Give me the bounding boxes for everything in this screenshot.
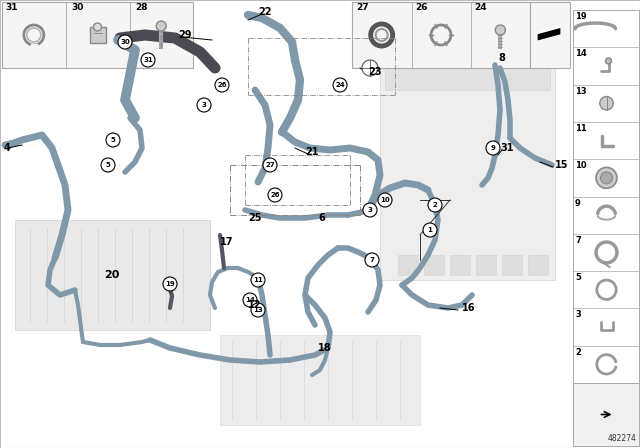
Bar — [398, 255, 418, 275]
Text: 30: 30 — [120, 39, 130, 45]
Text: 3: 3 — [202, 102, 207, 108]
Bar — [476, 255, 496, 275]
Text: 31: 31 — [5, 3, 17, 12]
Text: 5: 5 — [106, 162, 110, 168]
Bar — [528, 255, 548, 275]
Circle shape — [268, 188, 282, 202]
Text: 18: 18 — [318, 343, 332, 353]
Text: 26: 26 — [270, 192, 280, 198]
Text: 27: 27 — [356, 3, 369, 12]
Bar — [530, 2, 570, 68]
Bar — [573, 10, 639, 383]
Text: 14: 14 — [245, 297, 255, 303]
Circle shape — [428, 198, 442, 212]
Text: 10: 10 — [575, 161, 587, 170]
Text: 19: 19 — [165, 281, 175, 287]
Text: 16: 16 — [462, 303, 476, 313]
Text: 15: 15 — [555, 160, 568, 170]
Text: 7: 7 — [369, 257, 374, 263]
Circle shape — [118, 35, 132, 49]
Text: 8: 8 — [498, 53, 505, 63]
Text: 20: 20 — [104, 270, 120, 280]
Circle shape — [251, 273, 265, 287]
Text: 5: 5 — [111, 137, 115, 143]
Text: 482274: 482274 — [608, 434, 637, 443]
Circle shape — [363, 203, 377, 217]
Circle shape — [378, 193, 392, 207]
Text: 24: 24 — [474, 3, 486, 12]
Text: 11: 11 — [575, 124, 587, 133]
Circle shape — [333, 78, 347, 92]
Circle shape — [93, 23, 102, 31]
Bar — [220, 335, 420, 425]
Text: 21: 21 — [305, 147, 319, 157]
Bar — [573, 383, 639, 446]
Circle shape — [362, 60, 378, 76]
Text: 28: 28 — [135, 3, 147, 12]
Text: 30: 30 — [71, 3, 83, 12]
Text: 6: 6 — [318, 213, 324, 223]
Circle shape — [215, 78, 229, 92]
Circle shape — [486, 141, 500, 155]
Text: 5: 5 — [575, 273, 581, 282]
Circle shape — [263, 158, 277, 172]
Circle shape — [141, 53, 155, 67]
Text: 9: 9 — [575, 198, 580, 207]
Circle shape — [197, 98, 211, 112]
Text: 24: 24 — [335, 82, 345, 88]
Text: 13: 13 — [253, 307, 263, 313]
Circle shape — [163, 277, 177, 291]
Text: 7: 7 — [575, 236, 580, 245]
Circle shape — [600, 96, 613, 110]
Circle shape — [106, 133, 120, 147]
Text: 19: 19 — [575, 12, 587, 21]
Circle shape — [156, 21, 166, 31]
Polygon shape — [538, 27, 560, 40]
Bar — [380, 50, 555, 280]
Text: 29: 29 — [178, 30, 191, 40]
Bar — [502, 255, 522, 275]
Text: 10: 10 — [380, 197, 390, 203]
Text: 3: 3 — [367, 207, 372, 213]
Circle shape — [495, 25, 506, 35]
Text: 2: 2 — [433, 202, 437, 208]
Text: 31: 31 — [500, 143, 513, 153]
Bar — [2, 2, 193, 68]
Bar — [15, 220, 210, 330]
Text: 22: 22 — [258, 7, 271, 17]
Circle shape — [243, 293, 257, 307]
Circle shape — [605, 58, 611, 64]
Text: 26: 26 — [217, 82, 227, 88]
Text: 17: 17 — [220, 237, 234, 247]
Text: 25: 25 — [248, 213, 262, 223]
Circle shape — [251, 303, 265, 317]
Text: 2: 2 — [575, 348, 581, 357]
Text: 3: 3 — [575, 310, 580, 319]
Text: 11: 11 — [253, 277, 263, 283]
Circle shape — [596, 168, 617, 188]
Bar — [385, 60, 550, 90]
Circle shape — [600, 172, 612, 184]
Text: 26: 26 — [415, 3, 428, 12]
Text: 12: 12 — [248, 300, 262, 310]
Text: 14: 14 — [575, 49, 587, 58]
Bar — [90, 27, 106, 43]
Bar — [352, 2, 530, 68]
Bar — [450, 255, 470, 275]
Text: 23: 23 — [368, 67, 381, 77]
Text: 4: 4 — [4, 143, 11, 153]
Circle shape — [101, 158, 115, 172]
Circle shape — [423, 223, 437, 237]
Bar — [424, 255, 444, 275]
Text: 9: 9 — [491, 145, 495, 151]
Text: 1: 1 — [428, 227, 433, 233]
Text: 13: 13 — [575, 86, 587, 95]
Circle shape — [365, 253, 379, 267]
Text: 31: 31 — [143, 57, 153, 63]
Text: 27: 27 — [265, 162, 275, 168]
